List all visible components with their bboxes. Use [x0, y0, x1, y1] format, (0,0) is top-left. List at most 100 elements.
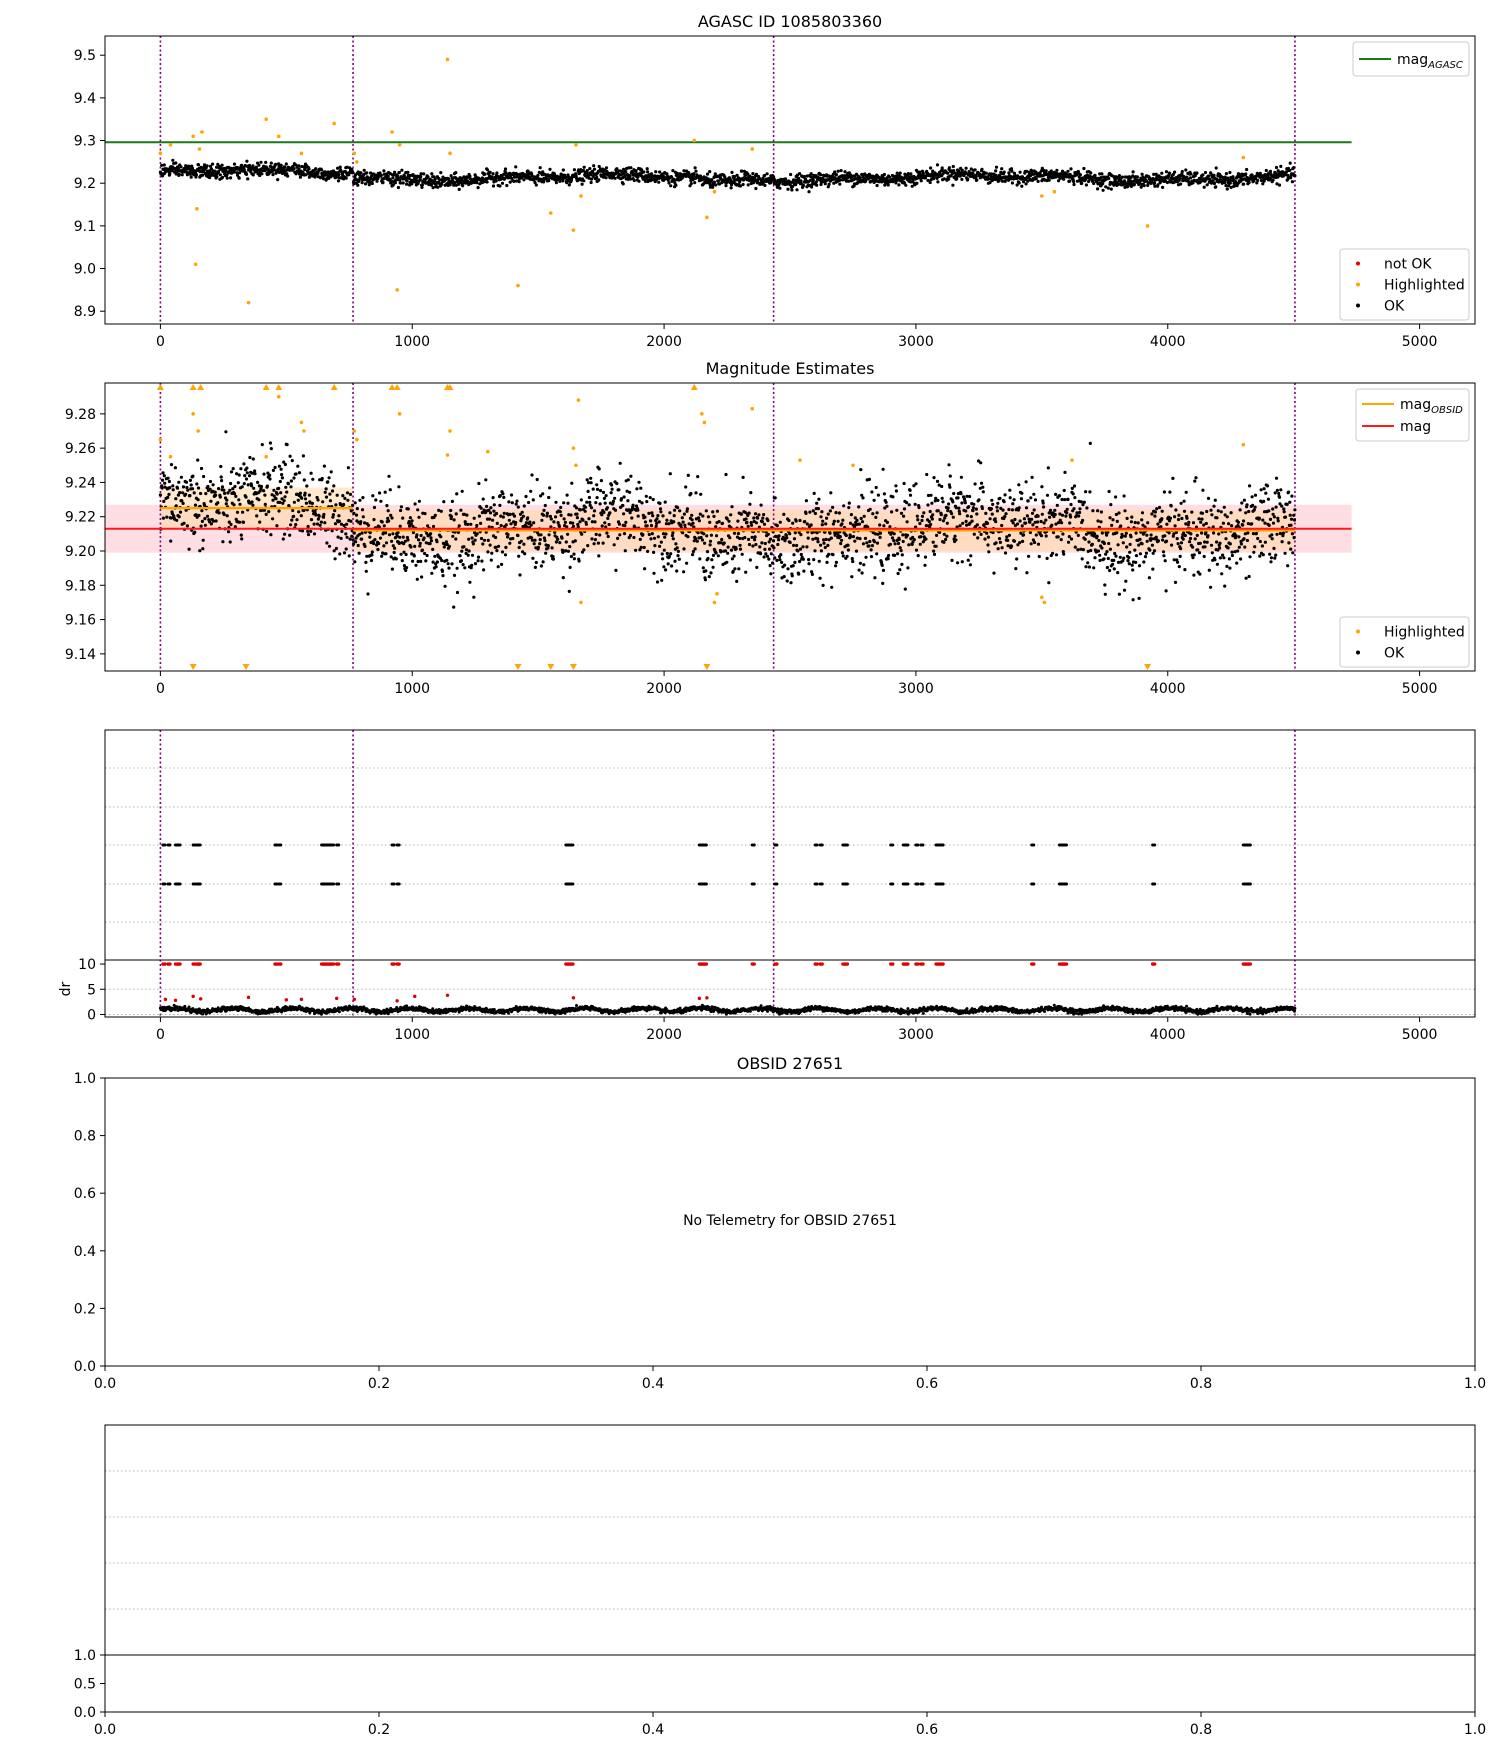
- ok-point: [459, 508, 463, 512]
- ok-point: [1084, 490, 1088, 494]
- ok-point: [714, 534, 719, 538]
- highlighted-point: [200, 130, 204, 134]
- ok-point: [901, 533, 905, 537]
- ok-point: [392, 550, 396, 555]
- ok-point: [683, 523, 687, 527]
- ok-point: [591, 487, 595, 491]
- highlighted-point: [1145, 224, 1150, 228]
- ok-point: [575, 516, 580, 520]
- ok-point: [409, 545, 413, 549]
- ok-point: [541, 560, 545, 564]
- ok-point: [572, 168, 577, 172]
- ok-point: [944, 537, 948, 542]
- ok-point: [935, 479, 940, 483]
- ok-point: [219, 464, 223, 469]
- ok-point: [747, 511, 751, 515]
- ok-point: [251, 164, 255, 168]
- ok-point: [455, 590, 460, 595]
- ok-point: [563, 520, 568, 525]
- ok-point: [175, 518, 179, 522]
- ok-point: [351, 542, 356, 546]
- ok-point: [801, 545, 805, 549]
- ok-point: [687, 171, 691, 175]
- ok-point: [1015, 557, 1019, 561]
- ok-point: [475, 523, 479, 528]
- ok-point: [693, 547, 697, 551]
- ok-point: [454, 537, 458, 541]
- ok-point: [841, 554, 845, 558]
- ok-point: [589, 506, 594, 510]
- ok-point: [578, 508, 583, 512]
- ok-point: [1117, 174, 1121, 178]
- ok-point: [1140, 172, 1144, 176]
- ok-point: [1087, 540, 1091, 544]
- ok-point: [390, 539, 394, 543]
- ok-point: [162, 499, 166, 503]
- ok-point: [179, 475, 183, 479]
- ok-point: [1105, 550, 1109, 554]
- ok-point: [709, 533, 714, 537]
- ok-point: [983, 537, 987, 541]
- ok-point: [855, 518, 859, 523]
- ok-point: [997, 537, 1002, 541]
- ok-point: [397, 485, 401, 489]
- ok-point: [946, 171, 950, 175]
- ok-point: [1044, 534, 1048, 538]
- ok-point: [898, 568, 902, 572]
- ok-point: [803, 174, 807, 179]
- ok-point: [1109, 187, 1113, 191]
- ok-point: [199, 466, 204, 471]
- ok-point: [759, 503, 763, 507]
- ok-point: [728, 536, 732, 540]
- ok-point: [589, 476, 593, 480]
- ok-point: [351, 503, 355, 507]
- ok-point: [290, 459, 294, 463]
- ok-point: [494, 179, 498, 183]
- ok-point: [708, 543, 712, 547]
- ok-point: [412, 554, 416, 558]
- ok-point: [753, 178, 757, 182]
- ok-point: [424, 181, 428, 185]
- ok-point: [201, 547, 205, 551]
- ok-point: [706, 556, 710, 561]
- ok-point: [896, 552, 900, 556]
- ok-point: [713, 172, 717, 176]
- ok-point: [661, 557, 665, 561]
- ok-point: [360, 181, 364, 185]
- ok-point: [816, 537, 820, 541]
- ok-point: [290, 518, 294, 522]
- ok-point: [450, 499, 454, 503]
- ok-point: [768, 537, 773, 541]
- ok-point: [700, 538, 705, 542]
- ok-point: [1223, 181, 1227, 185]
- ok-point: [960, 560, 964, 564]
- ok-point: [517, 180, 521, 184]
- ok-point: [990, 512, 994, 516]
- ok-point: [498, 503, 502, 507]
- ok-point: [452, 518, 456, 522]
- ok-point: [959, 492, 963, 496]
- ok-point: [241, 520, 246, 524]
- ok-point: [947, 463, 951, 467]
- ok-point: [235, 510, 240, 514]
- ok-point: [1008, 488, 1012, 492]
- ok-point: [1057, 494, 1062, 498]
- ok-point: [543, 503, 547, 508]
- ok-point: [233, 484, 237, 489]
- ok-point: [751, 172, 755, 176]
- ok-point: [1007, 171, 1011, 175]
- ok-point: [323, 490, 327, 494]
- ok-point: [794, 183, 798, 187]
- ok-point: [333, 557, 337, 561]
- ok-point: [263, 169, 267, 173]
- ok-point: [502, 495, 506, 499]
- ok-point: [420, 183, 424, 187]
- ok-point: [751, 544, 755, 548]
- ok-point: [569, 554, 574, 559]
- ok-point: [312, 522, 316, 526]
- ok-point: [799, 552, 803, 557]
- ok-point: [354, 178, 359, 182]
- mag-history-title: AGASC ID 1085803360: [698, 12, 882, 31]
- ok-point: [508, 180, 512, 184]
